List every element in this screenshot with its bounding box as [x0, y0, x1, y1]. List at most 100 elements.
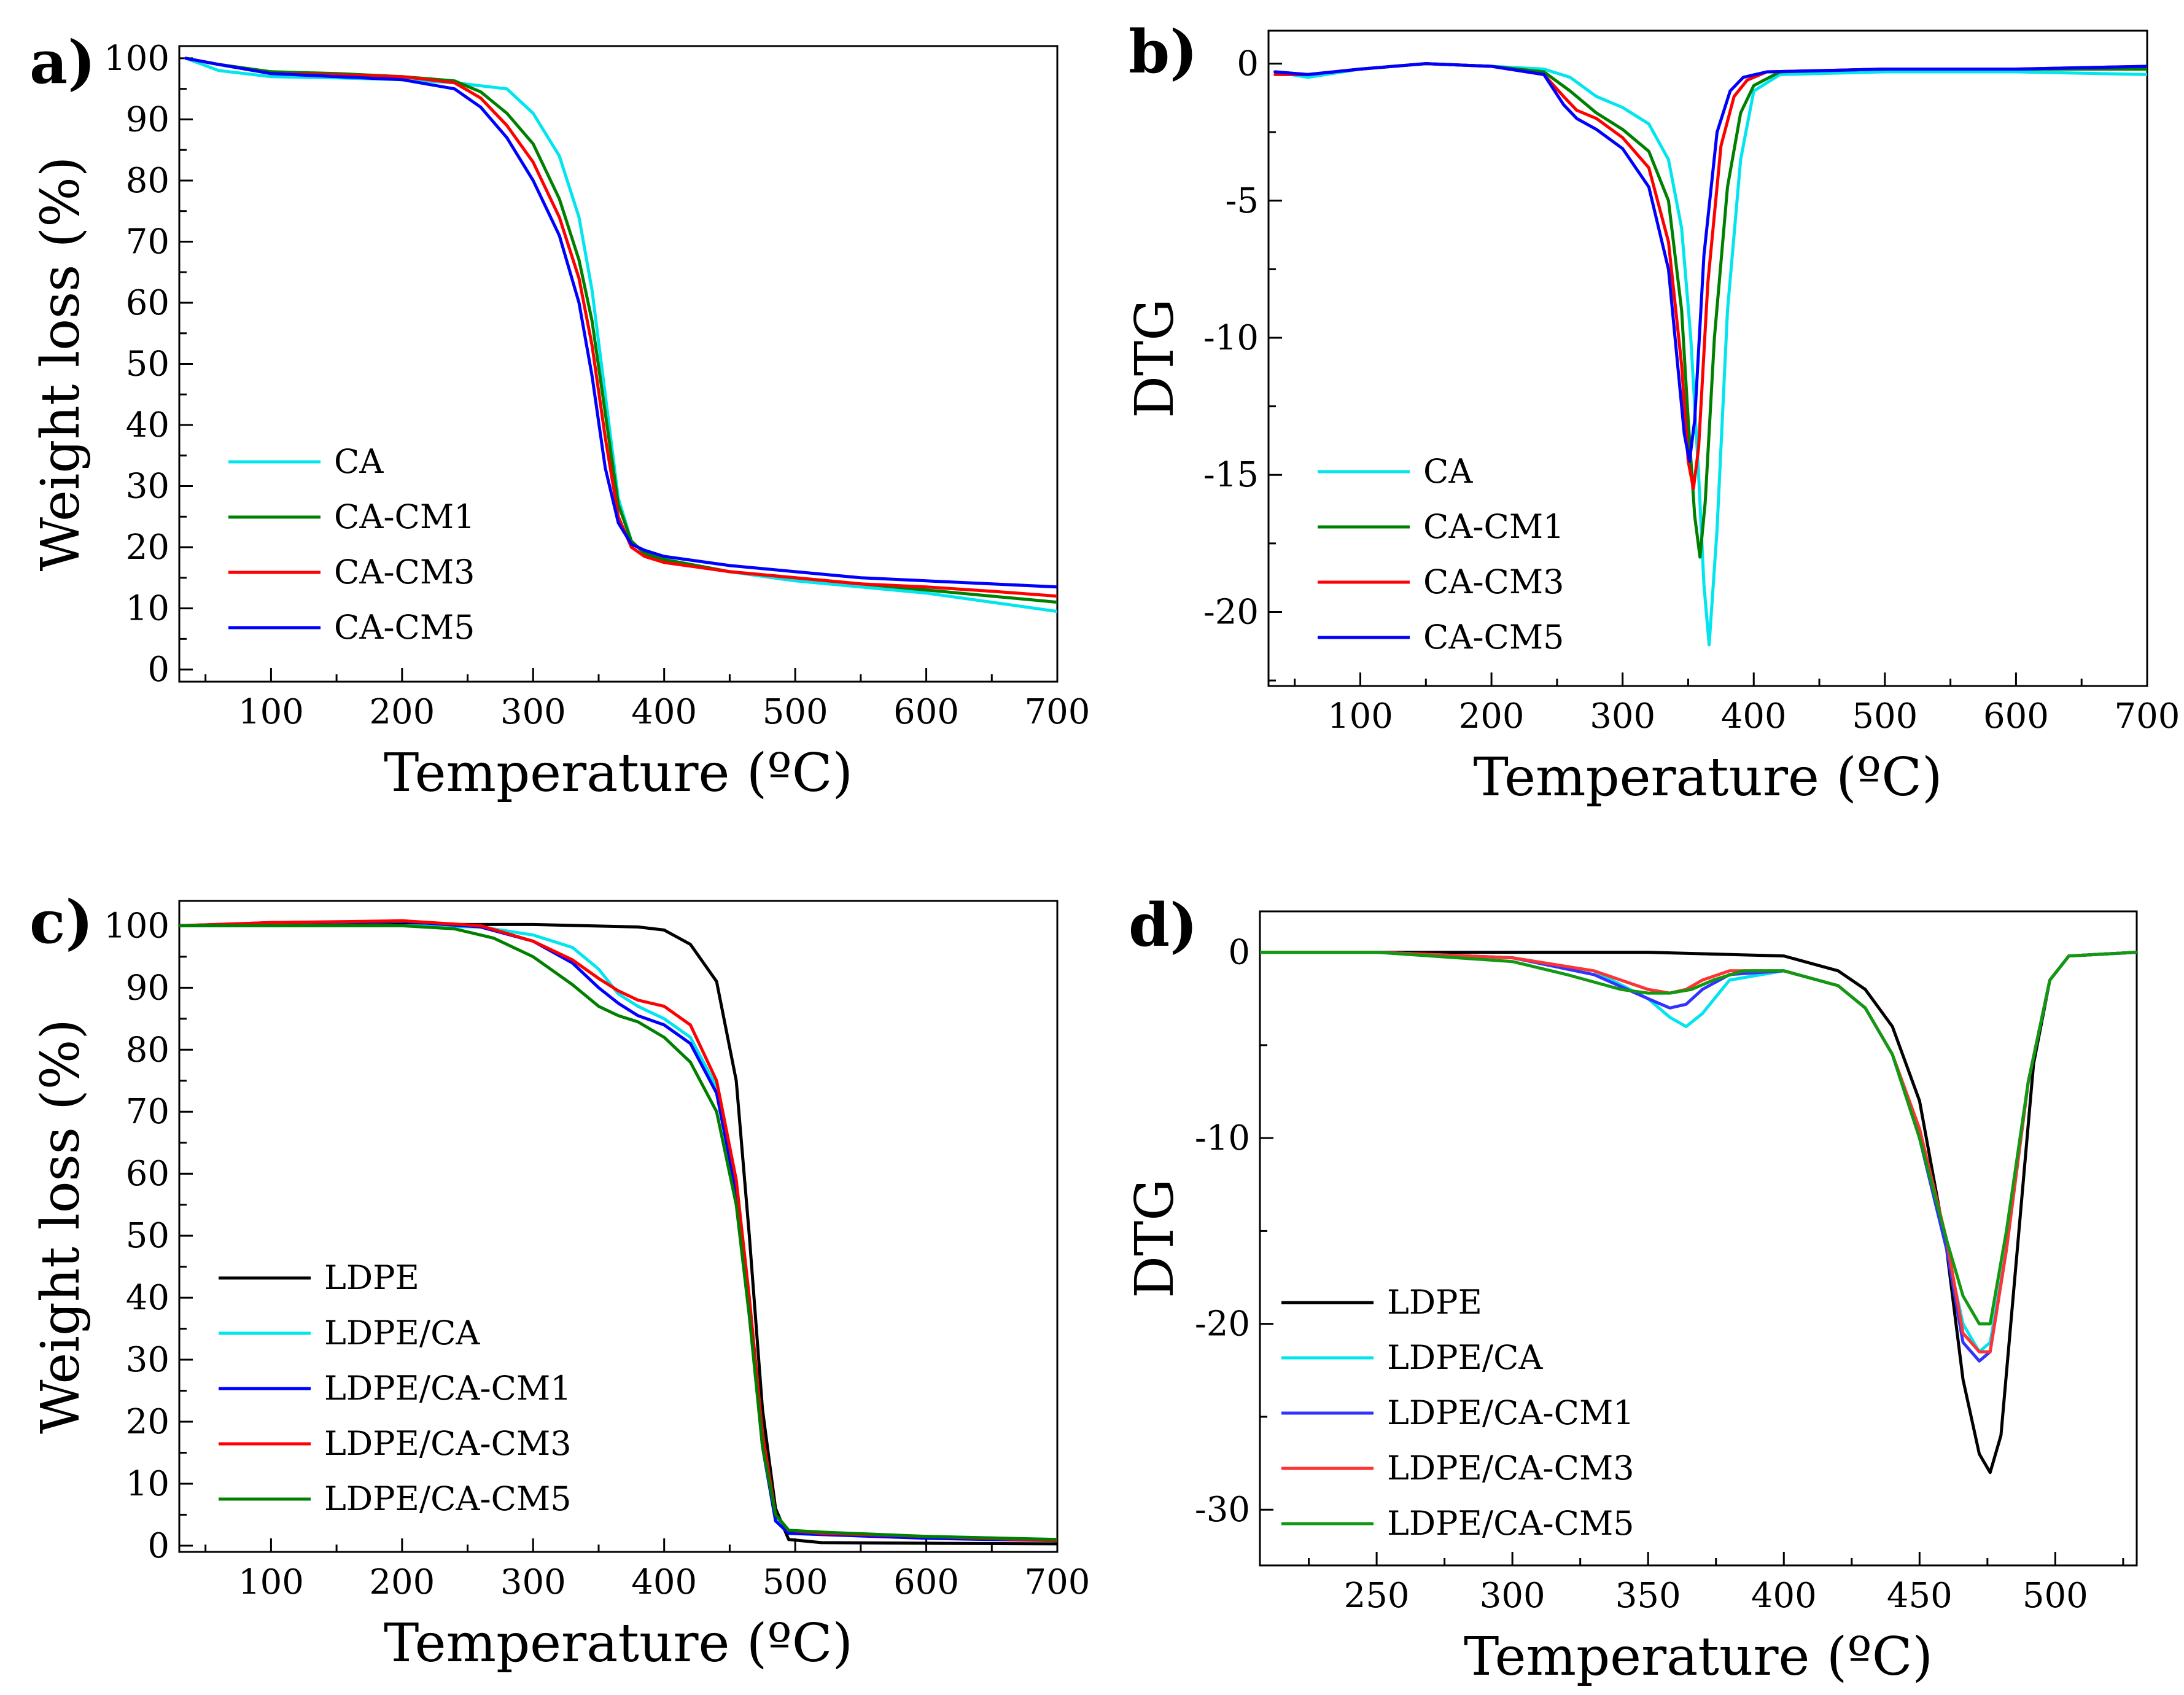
x-tick-label: 100	[1327, 696, 1393, 736]
y-tick-label: 100	[104, 906, 169, 946]
y-tick-label: 90	[126, 968, 169, 1008]
panel-d: 250 300 350 400 450 500 0 -10 -20 -30 Temperature …	[1124, 890, 2138, 1688]
x-tick-label: 500	[763, 1562, 828, 1602]
legend-label: LDPE/CA-CM3	[324, 1424, 572, 1463]
series-line-ca-cm5	[184, 56, 1057, 589]
legend-label: LDPE	[324, 1258, 419, 1297]
series-line-ldpe	[179, 922, 1057, 1546]
series-line-ldpe-ca-cm5	[1260, 951, 2137, 1326]
x-tick-label: 200	[369, 692, 435, 732]
legend-label: LDPE/CA-CM1	[1387, 1393, 1634, 1432]
y-tick-label: 60	[126, 283, 169, 323]
y-tick-label: 40	[126, 1278, 169, 1318]
x-tick-label: 400	[1751, 1576, 1817, 1616]
series-lines	[1273, 62, 2147, 647]
series-lines	[179, 919, 1057, 1546]
panel-c: 100 200 300 400 500 600 700 0 10 20 30 40 50 60 70 80 90…	[29, 887, 1090, 1674]
panel-letter: a)	[29, 28, 96, 97]
y-tick-label: 30	[126, 1340, 169, 1380]
legend-label: CA-CM1	[1423, 507, 1564, 546]
legend-label: CA-CM5	[334, 608, 475, 647]
legend: CA CA-CM1 CA-CM3 CA-CM5	[1318, 452, 1564, 657]
x-tick-label: 500	[2023, 1576, 2088, 1616]
y-tick-label: 30	[126, 467, 169, 507]
series-line-ldpe-ca-cm3	[179, 919, 1057, 1543]
y-tick-label: 0	[1237, 44, 1259, 84]
y-tick-label: 90	[126, 99, 169, 139]
y-tick-label: 10	[126, 1464, 169, 1504]
x-tick-label: 700	[2115, 696, 2180, 736]
y-tick-label: 0	[147, 1526, 169, 1566]
panel-b: 100 200 300 400 500 600 700 0 -5 -10 -15 -20 Tempera…	[1124, 17, 2180, 808]
legend: LDPE LDPE/CA LDPE/CA-CM1 LDPE/CA-CM3 LDPE/CA…	[1281, 1283, 1634, 1543]
series-line-ldpe-ca-cm5	[179, 924, 1057, 1541]
y-tick-label: -10	[1195, 1118, 1250, 1158]
series-lines	[184, 56, 1057, 614]
series-line-ca-cm3	[184, 56, 1057, 598]
series-line-ca-cm5	[1273, 62, 2147, 463]
y-tick-label: -5	[1225, 181, 1259, 221]
y-tick-label: -20	[1195, 1304, 1250, 1344]
panel-letter: b)	[1129, 17, 1198, 87]
y-tick-label: 70	[126, 222, 169, 262]
x-tick-label: 500	[1852, 696, 1918, 736]
x-tick-label: 700	[1025, 692, 1090, 732]
y-axis-title: DTG	[1124, 1179, 1186, 1298]
x-tick-label: 200	[369, 1562, 435, 1602]
y-tick-label: 50	[126, 1216, 169, 1256]
x-tick-label: 400	[631, 1562, 697, 1602]
x-tick-label: 600	[893, 692, 959, 732]
y-tick-label: 70	[126, 1092, 169, 1132]
y-axis-title: Weight loss (%)	[30, 157, 91, 572]
y-tick-label: 80	[126, 161, 169, 201]
x-tick-label: 400	[1721, 696, 1787, 736]
y-tick-label: 10	[126, 589, 169, 629]
plot-frame	[1267, 29, 2148, 687]
y-tick-label: 80	[126, 1030, 169, 1070]
x-tick-label: 450	[1887, 1576, 1953, 1616]
legend-label: CA	[1423, 452, 1473, 491]
series-line-ca	[1273, 62, 2147, 647]
legend-label: CA-CM1	[334, 497, 475, 536]
y-tick-label: 60	[126, 1154, 169, 1194]
legend-label: CA-CM5	[1423, 618, 1564, 657]
y-tick-label: 100	[104, 39, 169, 79]
legend-label: CA	[334, 442, 384, 481]
y-tick-label: 0	[1228, 933, 1250, 973]
panel-letter: d)	[1129, 890, 1198, 960]
y-tick-label: 20	[126, 1402, 169, 1442]
panel-letter: c)	[29, 887, 93, 957]
legend-label: LDPE/CA-CM5	[1387, 1504, 1634, 1543]
x-tick-label: 200	[1459, 696, 1525, 736]
x-tick-label: 300	[1590, 696, 1655, 736]
x-tick-label: 300	[500, 692, 566, 732]
y-tick-label: 40	[126, 405, 169, 445]
x-axis-title: Temperature (ºC)	[1464, 1626, 1933, 1688]
series-line-ca-cm1	[1273, 62, 2147, 559]
legend-label: LDPE/CA-CM3	[1387, 1449, 1634, 1487]
legend-label: LDPE/CA-CM1	[324, 1369, 572, 1408]
x-axis-title: Temperature (ºC)	[384, 742, 853, 804]
x-axis-title: Temperature (ºC)	[1473, 747, 1942, 808]
plot-frame	[178, 900, 1059, 1553]
y-tick-label: -10	[1203, 318, 1259, 358]
panel-a: 100 200 300 400 500 600 700 0 10 20 30 40 50 60 70 80 90…	[29, 28, 1090, 804]
series-lines	[1260, 951, 2137, 1475]
x-axis-title: Temperature (ºC)	[384, 1613, 853, 1674]
y-tick-label: 0	[147, 650, 169, 690]
y-tick-label: 20	[126, 528, 169, 567]
x-tick-label: 700	[1025, 1562, 1090, 1602]
x-tick-label: 600	[893, 1562, 959, 1602]
y-axis-title: Weight loss (%)	[30, 1019, 91, 1434]
y-axis-title: DTG	[1124, 298, 1186, 418]
legend-label: CA-CM3	[1423, 563, 1564, 601]
y-tick-label: -20	[1203, 592, 1259, 632]
legend-label: LDPE/CA	[324, 1314, 480, 1352]
x-tick-label: 250	[1344, 1576, 1410, 1616]
x-tick-label: 100	[238, 692, 304, 732]
legend-label: CA-CM3	[334, 553, 475, 591]
legend-label: LDPE/CA-CM5	[324, 1479, 572, 1518]
x-tick-label: 400	[631, 692, 697, 732]
plot-frame	[1259, 910, 2138, 1567]
